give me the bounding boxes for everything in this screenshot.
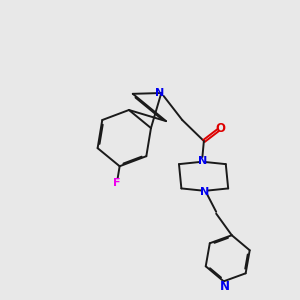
Text: N: N: [200, 187, 209, 197]
Text: F: F: [113, 178, 121, 188]
Text: N: N: [198, 155, 207, 166]
Text: N: N: [220, 280, 230, 293]
Text: O: O: [215, 122, 225, 135]
Text: N: N: [155, 88, 164, 98]
